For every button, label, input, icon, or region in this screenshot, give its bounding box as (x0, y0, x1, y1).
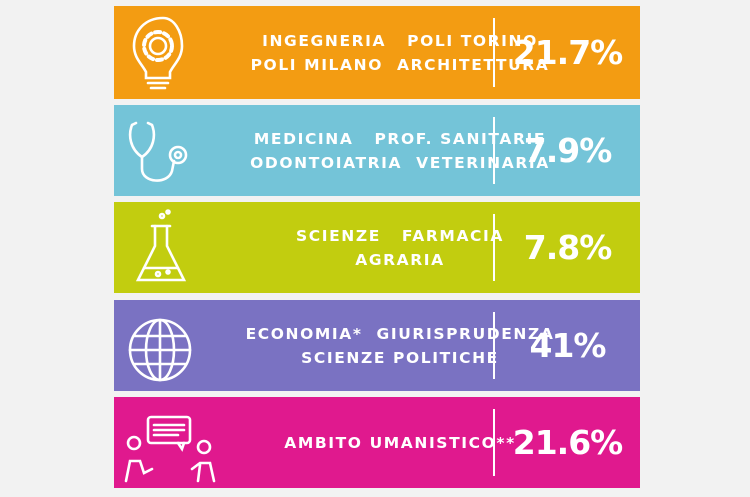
category-labels: AMBITO UMANISTICO** (196, 397, 604, 488)
category-labels: SCIENZE FARMACIA AGRARIA (196, 202, 604, 293)
globe-icon (122, 306, 204, 388)
category-label-line2: AGRARIA (355, 250, 445, 269)
category-bar-humanities: AMBITO UMANISTICO** 21.6% (114, 397, 640, 488)
category-bar-engineering: INGEGNERIA POLI TORINO POLI MILANO ARCHI… (114, 6, 640, 99)
divider (493, 18, 495, 87)
category-label-line2: POLI MILANO ARCHITETTURA (250, 55, 550, 74)
category-labels: INGEGNERIA POLI TORINO POLI MILANO ARCHI… (196, 6, 604, 99)
people-conversation-icon (118, 403, 218, 485)
category-label-line1: ECONOMIA* GIURISPRUDENZA (245, 324, 555, 343)
category-bar-sciences: SCIENZE FARMACIA AGRARIA 7.8% (114, 202, 640, 293)
divider (493, 409, 495, 476)
lightbulb-gear-icon (122, 12, 204, 94)
category-label-line1: INGEGNERIA POLI TORINO (262, 31, 538, 50)
category-labels: ECONOMIA* GIURISPRUDENZA SCIENZE POLITIC… (196, 300, 604, 391)
flask-icon (122, 208, 204, 290)
percentage-value: 7.9% (523, 131, 613, 170)
category-labels: MEDICINA PROF. SANITARIE ODONTOIATRIA VE… (196, 105, 604, 196)
stethoscope-icon (122, 111, 204, 193)
percentage-value: 21.7% (512, 33, 624, 72)
category-label-line1: MEDICINA PROF. SANITARIE (253, 129, 547, 148)
divider (493, 312, 495, 379)
category-label-line2: SCIENZE POLITICHE (301, 348, 499, 367)
divider (493, 117, 495, 184)
category-label-line1: AMBITO UMANISTICO** (284, 433, 516, 452)
percentage-value: 7.8% (523, 228, 613, 267)
category-label-line1: SCIENZE FARMACIA (296, 226, 504, 245)
category-label-line2: ODONTOIATRIA VETERINARIA (250, 153, 550, 172)
category-bar-economics: ECONOMIA* GIURISPRUDENZA SCIENZE POLITIC… (114, 300, 640, 391)
divider (493, 214, 495, 281)
category-bar-medicine: MEDICINA PROF. SANITARIE ODONTOIATRIA VE… (114, 105, 640, 196)
percentage-value: 21.6% (512, 423, 624, 462)
percentage-value: 41% (529, 326, 607, 365)
